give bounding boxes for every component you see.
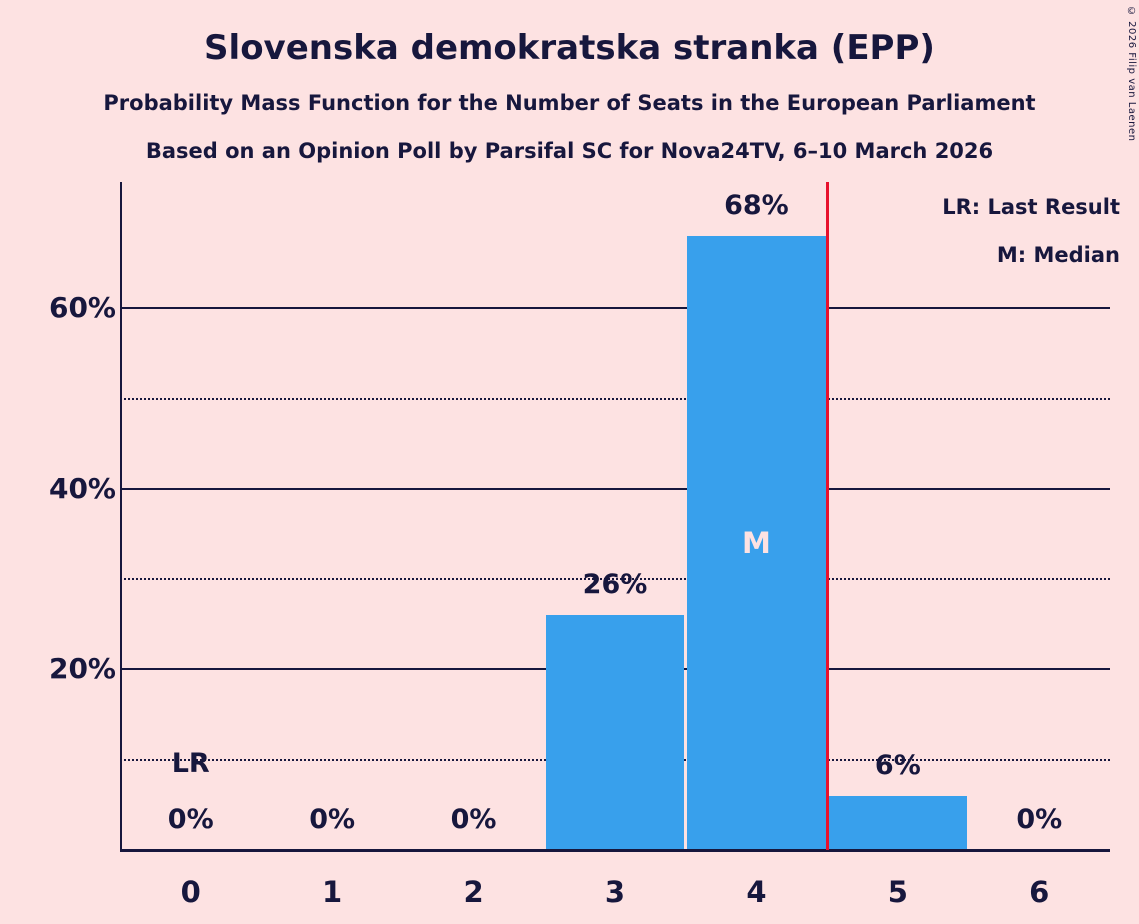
x-axis-line: [120, 849, 1110, 852]
bar-seats-4: [687, 236, 826, 850]
legend-last-result: LR: Last Result: [942, 195, 1120, 219]
x-axis-label-4: 4: [746, 875, 767, 909]
gridline-60pct: [120, 307, 1110, 310]
bar-value-label-seats-1: 0%: [309, 804, 356, 835]
bar-seats-3: [545, 615, 685, 850]
x-axis-label-6: 6: [1029, 875, 1050, 909]
bar-value-label-seats-5: 6%: [874, 749, 921, 781]
y-axis-label: 60%: [48, 291, 116, 325]
copyright-note: © 2026 Filip van Laenen: [1126, 6, 1137, 142]
bar-seats-5: [828, 795, 968, 850]
gridline-30pct: [120, 578, 1110, 581]
y-axis-line: [120, 182, 122, 850]
last-result-line: [825, 182, 829, 850]
bar-value-label-seats-0: 0%: [167, 804, 214, 835]
y-axis-label: 40%: [48, 471, 116, 505]
y-axis-label: 20%: [48, 652, 116, 686]
x-axis-label-1: 1: [322, 875, 343, 909]
chart-subtitle-line1: Probability Mass Function for the Number…: [103, 91, 1036, 115]
last-result-marker: LR: [171, 748, 210, 779]
x-axis-label-2: 2: [463, 875, 484, 909]
bar-value-label-seats-6: 0%: [1016, 804, 1063, 835]
x-axis-label-5: 5: [887, 875, 908, 909]
legend-median: M: Median: [996, 243, 1120, 267]
chart-subtitle-line2: Based on an Opinion Poll by Parsifal SC …: [145, 139, 994, 163]
bar-value-label-seats-4: 68%: [724, 190, 789, 222]
x-axis-label-0: 0: [180, 875, 201, 909]
median-marker: M: [741, 526, 771, 561]
gridline-40pct: [120, 487, 1110, 490]
bar-value-label-seats-3: 26%: [582, 569, 648, 601]
chart-title: Slovenska demokratska stranka (EPP): [204, 28, 935, 68]
x-axis-label-3: 3: [604, 875, 626, 909]
gridline-50pct: [120, 397, 1110, 400]
bar-value-label-seats-2: 0%: [450, 804, 497, 835]
legend: LR: Last Result M: Median: [942, 183, 1120, 279]
